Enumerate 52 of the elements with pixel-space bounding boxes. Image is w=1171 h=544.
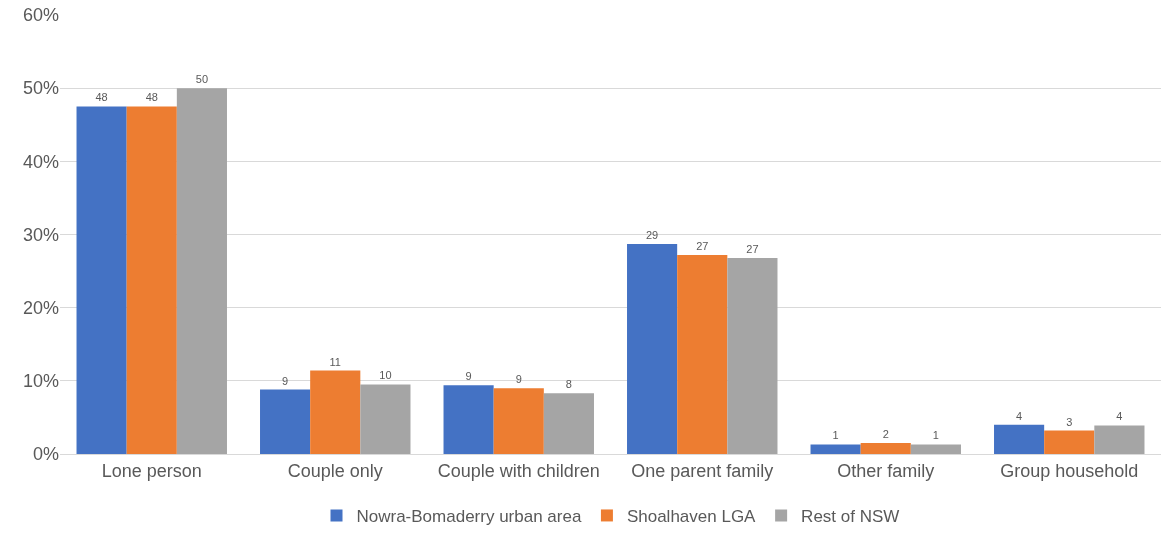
data-label: 8 [565, 378, 572, 391]
bar [677, 254, 728, 454]
bar [310, 370, 361, 454]
bar [860, 443, 911, 454]
x-tick-label: Couple only [287, 460, 383, 481]
data-label: 2 [882, 428, 889, 441]
data-label: 1 [932, 429, 939, 442]
data-label: 48 [95, 91, 108, 104]
data-label: 27 [746, 242, 759, 255]
bar [810, 444, 861, 454]
x-tick-label: Other family [837, 460, 935, 481]
legend-label: Nowra-Bomaderry urban area [356, 507, 582, 527]
bar [543, 393, 594, 454]
data-label: 27 [696, 239, 709, 252]
bar [1094, 425, 1145, 454]
legend-label: Shoalhaven LGA [626, 507, 757, 527]
data-label: 9 [465, 370, 472, 383]
bar [727, 257, 778, 454]
bar [493, 388, 544, 454]
y-tick-label: 10% [22, 371, 59, 392]
bar [76, 106, 127, 454]
data-label: 4 [1016, 409, 1023, 422]
data-label: 3 [1066, 415, 1073, 428]
bar [260, 389, 311, 454]
data-label: 1 [832, 429, 839, 442]
data-label: 10 [379, 369, 392, 382]
y-tick-label: 0% [32, 444, 59, 465]
y-tick-label: 50% [22, 78, 59, 99]
y-tick-label: 60% [22, 5, 59, 26]
bar [443, 385, 494, 454]
y-tick-label: 30% [22, 224, 59, 245]
bar [126, 106, 177, 454]
data-label: 50 [195, 73, 209, 86]
data-label: 9 [282, 374, 289, 387]
bar [176, 88, 227, 454]
data-label: 11 [329, 355, 341, 368]
y-tick-label: 20% [22, 297, 59, 318]
bar [1044, 430, 1095, 454]
bar [627, 244, 678, 454]
x-tick-label: One parent family [631, 460, 774, 481]
x-tick-label: Lone person [101, 460, 202, 481]
data-label: 48 [145, 91, 158, 104]
data-label: 4 [1116, 410, 1123, 423]
y-tick-label: 40% [22, 151, 59, 172]
bar [994, 424, 1045, 454]
data-label: 9 [515, 373, 522, 386]
bar [360, 384, 411, 454]
bar [910, 444, 961, 454]
x-tick-label: Group household [1000, 460, 1139, 481]
x-tick-label: Couple with children [437, 460, 600, 481]
data-label: 29 [645, 229, 659, 242]
legend-label: Rest of NSW [801, 507, 900, 527]
